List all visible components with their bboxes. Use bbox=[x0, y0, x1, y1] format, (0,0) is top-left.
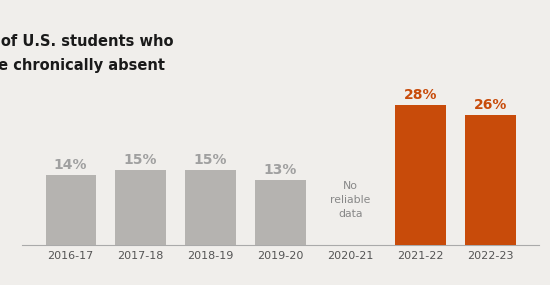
Bar bbox=[395, 105, 446, 245]
Text: 26%: 26% bbox=[474, 98, 507, 112]
Text: 15%: 15% bbox=[194, 153, 227, 167]
Text: are chronically absent: are chronically absent bbox=[0, 58, 164, 73]
Text: 28%: 28% bbox=[404, 88, 437, 102]
Text: 15%: 15% bbox=[124, 153, 157, 167]
Text: 13%: 13% bbox=[264, 163, 297, 177]
Text: No
reliable
data: No reliable data bbox=[330, 181, 371, 219]
Bar bbox=[185, 170, 236, 245]
Bar bbox=[465, 115, 515, 245]
Bar bbox=[116, 170, 166, 245]
Text: % of U.S. students who: % of U.S. students who bbox=[0, 34, 173, 48]
Text: 14%: 14% bbox=[54, 158, 87, 172]
Bar bbox=[255, 180, 306, 245]
Bar bbox=[46, 175, 96, 245]
